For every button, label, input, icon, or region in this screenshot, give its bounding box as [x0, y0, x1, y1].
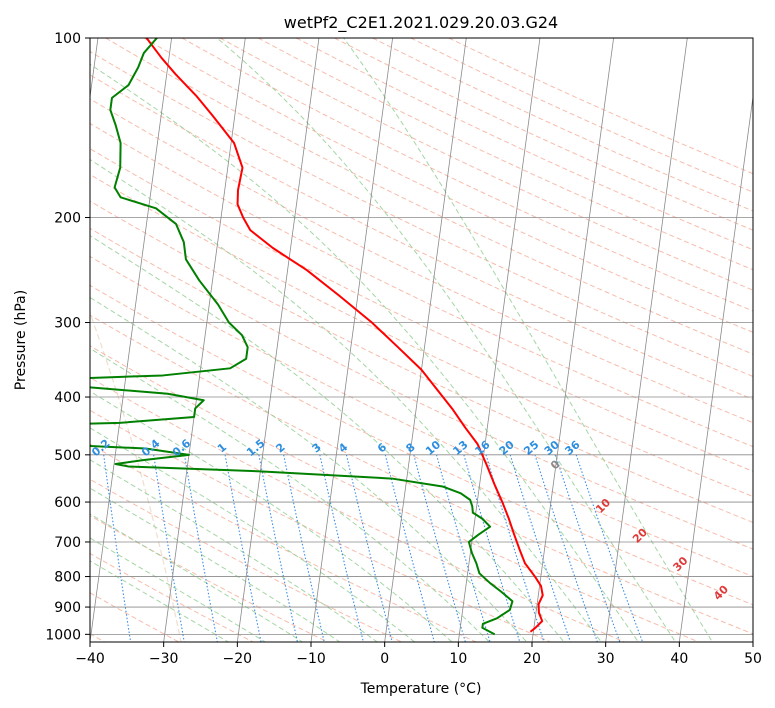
moist-adiabat-line — [90, 427, 416, 642]
isotherm-line — [236, 38, 320, 642]
y-tick-label: 200 — [54, 211, 81, 227]
dry-adiabat-line — [143, 38, 753, 333]
mixing-ratio-line — [345, 454, 393, 642]
moist-adiabat-line — [90, 63, 639, 642]
y-tick-label: 100 — [54, 31, 81, 47]
dry-adiabat-line — [410, 38, 753, 193]
mixing-ratio-line — [534, 454, 599, 642]
moist-adiabat-line — [90, 459, 379, 642]
mixing-ratio-line — [258, 454, 299, 642]
isotherm-line — [678, 93, 753, 642]
sounding-profiles — [90, 38, 544, 636]
y-tick-label: 600 — [54, 495, 81, 511]
isotherm-line — [384, 38, 467, 642]
moist-adiabat-line — [216, 38, 677, 642]
isobars — [90, 38, 753, 635]
plot-area: -100-90-80-70-60-50-40-30-20-100.10.20.4… — [90, 38, 753, 642]
dry-adiabat-line — [90, 50, 753, 377]
y-axis-ticks: 100 200 300 400 500 600 700 800 900 1000 — [45, 31, 90, 643]
dry-adiabat-line — [257, 38, 753, 271]
dry-adiabat-line — [105, 38, 753, 355]
x-tick-label: −20 — [223, 651, 253, 667]
isotherm-line — [457, 38, 541, 642]
dry-adiabat-line — [90, 227, 753, 550]
y-tick-label: 400 — [54, 390, 81, 406]
x-axis-label: Temperature (°C) — [360, 681, 482, 697]
mixing-ratio-line — [283, 454, 325, 642]
x-tick-label: −30 — [149, 651, 179, 667]
y-tick-label: 700 — [54, 535, 81, 551]
x-axis-ticks: −40 −30 −20 −10 0 10 20 30 40 50 — [75, 642, 762, 667]
moist-adiabat-line — [90, 235, 565, 642]
y-tick-label: 900 — [54, 600, 81, 616]
chart-title: wetPf2_C2E1.2021.029.20.03.G24 — [284, 13, 558, 33]
mixing-ratio-line — [509, 454, 572, 642]
moist-adiabat-line — [90, 487, 341, 642]
dry-adiabat-line — [90, 98, 753, 424]
dry-adiabat-line — [90, 314, 753, 635]
mixing-ratio-line — [319, 454, 364, 642]
mixing-ratio-line — [463, 454, 521, 642]
dry-adiabat-line — [90, 122, 753, 448]
mixing-ratio-line — [554, 454, 621, 642]
dry-adiabat-line — [372, 38, 753, 212]
x-tick-label: 50 — [744, 651, 762, 667]
y-tick-label: 800 — [54, 570, 81, 586]
moist-adiabat-line — [90, 537, 267, 642]
isotherm-line — [605, 38, 688, 642]
moist-adiabats — [90, 38, 714, 642]
isotherm-line — [531, 38, 615, 642]
x-tick-label: 30 — [597, 651, 615, 667]
dry-adiabat-line — [334, 38, 753, 231]
moist-adiabat-line — [90, 296, 528, 642]
x-tick-label: −10 — [296, 651, 326, 667]
x-tick-label: 0 — [380, 651, 389, 667]
dry-adiabat-line — [181, 38, 753, 312]
dry-adiabat-line — [296, 38, 753, 251]
plot-frame — [89, 37, 754, 643]
x-tick-label: 40 — [670, 651, 688, 667]
dry-adiabat-line — [219, 38, 753, 291]
mixing-ratio-line — [485, 454, 545, 642]
temperature-profile — [145, 38, 544, 633]
dewpoint-profile — [90, 38, 514, 636]
y-tick-label: 1000 — [45, 627, 81, 643]
y-axis-label: Pressure (hPa) — [13, 290, 29, 390]
moist-adiabat-line — [90, 390, 453, 642]
moist-adiabat-line — [343, 38, 714, 642]
isotherm-line — [310, 38, 394, 642]
isotherm-line — [90, 38, 173, 642]
y-tick-label: 500 — [54, 448, 81, 464]
y-tick-label: 300 — [54, 316, 81, 332]
dry-adiabat-line — [448, 38, 753, 175]
isotherms — [90, 38, 753, 642]
x-tick-label: 10 — [449, 651, 467, 667]
dry-adiabats — [90, 38, 753, 642]
dry-adiabat-line — [90, 74, 753, 400]
x-tick-label: 20 — [523, 651, 541, 667]
x-tick-label: −40 — [75, 651, 105, 667]
background-curve — [90, 311, 182, 642]
dry-adiabat-line — [90, 173, 753, 498]
moist-adiabat-line — [90, 347, 491, 642]
moist-adiabat-line — [90, 560, 230, 642]
background-curves — [90, 311, 182, 642]
mixing-ratio-line — [224, 454, 262, 642]
